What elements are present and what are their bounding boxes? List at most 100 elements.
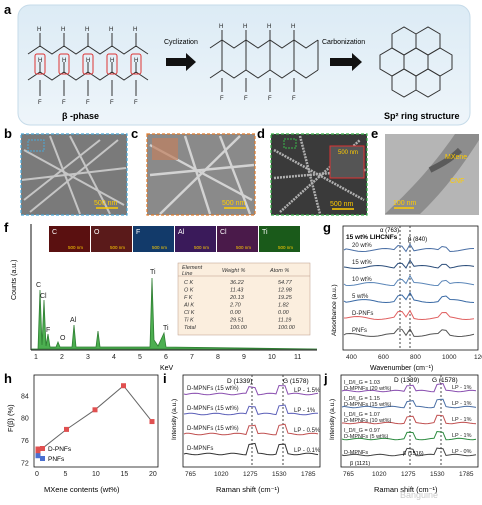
raman-i-xtick: 765 <box>185 471 196 478</box>
eds-table-cell: 100.00 <box>278 325 296 331</box>
raman-i-series-lp: LP - 0.5% <box>294 428 321 434</box>
scale-c: 500 nm <box>222 200 246 207</box>
raman-j-beta: β (1516) <box>403 451 424 457</box>
eds-table-cell: 0.00 <box>230 310 242 316</box>
eds-xtick: 5 <box>138 354 142 361</box>
eds-table-cell: 20.13 <box>229 295 245 301</box>
fbeta-point <box>35 449 41 455</box>
fbeta-legend-marker <box>40 446 45 451</box>
eds-table-cell: 36.22 <box>230 280 244 286</box>
scale-d: 500 nm <box>330 201 354 208</box>
beta-phase-label: β -phase <box>62 111 99 121</box>
svg-text:O: O <box>94 229 100 236</box>
eds-ylabel: Counts (a.u.) <box>11 260 18 300</box>
panel-h-letter: h <box>4 371 12 386</box>
svg-text:Cl: Cl <box>40 293 47 300</box>
raman-j-series-line <box>341 430 477 441</box>
eds-table-cell: Al K <box>183 303 194 309</box>
eds-table-header: Element <box>182 265 203 271</box>
fbeta-xtick: 0 <box>35 471 39 478</box>
ftir-series-label: D-PNFs <box>352 311 373 317</box>
raman-j-series-line <box>341 447 477 457</box>
eds-table <box>177 262 311 336</box>
svg-text:H: H <box>62 58 66 64</box>
ftir-plot <box>342 225 479 351</box>
ftir-series-line <box>343 291 475 304</box>
svg-text:Cl: Cl <box>220 229 227 236</box>
raman-j-xtick: 1530 <box>430 471 445 478</box>
raman-j-g: G (1578) <box>432 377 458 384</box>
eds-xtick: 9 <box>242 354 246 361</box>
svg-text:F: F <box>38 100 42 106</box>
fbeta-line <box>37 384 153 453</box>
ftir-series-label: 15 wt% <box>352 260 372 266</box>
fbeta-plot-frame <box>33 374 159 468</box>
eds-table-header: Line <box>182 271 192 277</box>
svg-text:H: H <box>133 27 137 33</box>
raman-j-xtick: 1785 <box>459 471 474 478</box>
raman-j-ylabel: Intensity (a.u.) <box>329 399 336 440</box>
fbeta-xtick: 10 <box>92 471 100 478</box>
ftir-series-line <box>343 328 475 338</box>
raman-i-ylabel: Intensity (a.u.) <box>171 399 178 440</box>
ftir-alpha: α (763) <box>380 228 399 234</box>
eds-table-cell: 100.00 <box>230 325 248 331</box>
raman-i-xlabel: Raman shift (cm⁻¹) <box>216 485 280 494</box>
inset-box-b <box>27 139 45 152</box>
svg-text:F: F <box>134 100 138 106</box>
eds-map-f <box>133 226 174 252</box>
svg-text:H: H <box>110 58 114 64</box>
svg-text:500 nm: 500 nm <box>110 245 125 250</box>
raman-j-spectra <box>341 382 477 457</box>
eds-xtick: 6 <box>164 354 168 361</box>
raman-i-series-name: D-MPNFs (15 wt%) <box>187 406 239 412</box>
fbeta-xtick: 5 <box>64 471 68 478</box>
eds-map-o <box>91 226 132 252</box>
fbeta-extra-point <box>35 446 41 452</box>
ftir-xlabel: Wavenumber (cm⁻¹) <box>370 365 433 372</box>
eds-table-cell: 1.82 <box>278 303 289 309</box>
svg-text:Al: Al <box>70 317 77 324</box>
fbeta-ytick: 84 <box>21 393 29 400</box>
sem-fibers-b <box>21 135 127 215</box>
svg-text:F: F <box>136 229 140 236</box>
svg-text:F: F <box>220 96 224 102</box>
raman-i-xticks: 765 1020 1275 1530 1785 <box>185 471 316 478</box>
sp2-ring-structure <box>379 26 453 98</box>
svg-text:O: O <box>60 335 66 342</box>
raman-i-series-name: D-MPNFs <box>187 446 213 452</box>
eds-xtick: 11 <box>294 354 301 361</box>
panel-b-letter: b <box>4 126 12 141</box>
beta-phase-atoms: H H H H H H H H H H F F F F F <box>37 27 138 106</box>
fbeta-legend-marker <box>40 456 45 461</box>
cyclization-arrow <box>166 53 196 71</box>
ftir-xtick: 600 <box>378 354 389 361</box>
eds-map-c <box>49 226 90 252</box>
eds-table-header: Weight % <box>222 268 246 274</box>
panel-d-letter: d <box>257 126 265 141</box>
ftir-series-line <box>343 274 475 287</box>
eds-maps <box>49 226 300 252</box>
svg-text:H: H <box>243 24 247 30</box>
svg-text:Al: Al <box>178 229 185 236</box>
eds-table-cell: 29.51 <box>229 318 244 324</box>
raman-i-spectra <box>183 384 319 456</box>
raman-j-xlabel: Raman shift (cm⁻¹) <box>374 485 438 494</box>
fbeta-ylabel: F(β) (%) <box>6 404 15 432</box>
raman-i-xtick: 1530 <box>272 471 287 478</box>
scale-e: 100 nm <box>393 200 417 207</box>
panel-g-letter: g <box>323 220 331 235</box>
svg-text:Ti: Ti <box>163 325 169 332</box>
fbeta-yticks: 72 76 80 84 <box>21 393 29 467</box>
ftir-series-line <box>343 243 475 253</box>
ftir-series-label: PNFs <box>352 328 367 334</box>
scheme-background <box>17 4 471 126</box>
raman-j-beta2: β (1121) <box>350 461 370 467</box>
raman-i-series-lp: LP - 1.5% <box>294 388 321 394</box>
svg-text:F: F <box>62 100 66 106</box>
svg-text:F: F <box>46 327 50 334</box>
ftir-series-line <box>344 309 475 321</box>
inset-c <box>152 138 178 160</box>
